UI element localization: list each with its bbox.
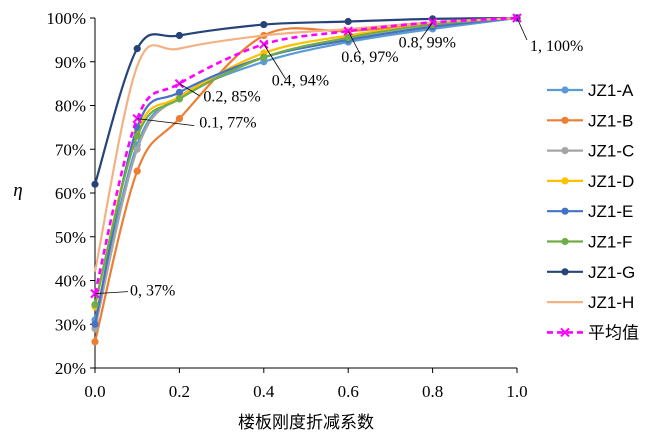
legend-item: JZ1-F xyxy=(547,233,632,252)
data-point xyxy=(260,20,268,29)
legend-marker xyxy=(561,207,569,215)
legend-marker xyxy=(561,147,569,155)
y-tick-label: 50% xyxy=(55,228,86,247)
data-point xyxy=(175,88,183,96)
x-tick-label: 0.0 xyxy=(84,382,105,401)
series-平均值 xyxy=(90,13,522,299)
x-tick-label: 0.4 xyxy=(253,382,275,401)
series-line xyxy=(93,16,518,272)
series-line xyxy=(93,16,518,294)
legend-marker xyxy=(561,86,569,94)
legend-label: JZ1-G xyxy=(588,263,635,282)
annotation-leader xyxy=(137,118,195,127)
x-tick-label: 1.0 xyxy=(506,382,527,401)
annotation-label: 0.6, 97% xyxy=(341,49,398,66)
series-JZ1-E xyxy=(91,14,521,328)
data-point xyxy=(260,53,268,61)
legend-item: JZ1-E xyxy=(547,202,633,221)
legend-item: JZ1-C xyxy=(547,142,634,161)
y-tick-label: 70% xyxy=(55,140,86,159)
legend-marker xyxy=(560,327,570,338)
legend-label: JZ1-B xyxy=(588,111,633,130)
annotation-leader xyxy=(420,22,433,40)
data-point xyxy=(133,167,141,175)
annotation-label: 0.4, 94% xyxy=(272,72,329,89)
data-point xyxy=(344,34,352,42)
legend-marker xyxy=(561,116,569,124)
series-line xyxy=(93,16,518,321)
legend-item: 平均值 xyxy=(547,323,639,343)
legend-label: 平均值 xyxy=(588,323,639,343)
legend-item: JZ1-B xyxy=(547,111,633,130)
legend-item: JZ1-A xyxy=(547,81,634,100)
y-tick-label: 100% xyxy=(46,9,86,28)
y-tick-label: 20% xyxy=(55,359,86,378)
x-tick-label: 0.8 xyxy=(422,382,443,401)
data-point xyxy=(91,180,99,188)
legend-label: JZ1-A xyxy=(588,81,634,100)
annotation-label: 0.8, 99% xyxy=(399,34,456,51)
axes: 20% 30% 40% 50% 60% 70% 80% 90% 100% 0.0 0.2 0.4 0.6… xyxy=(46,9,527,401)
y-tick-label: 90% xyxy=(55,53,86,72)
legend-marker xyxy=(561,268,569,276)
y-tick-label: 80% xyxy=(55,97,86,116)
legend-marker xyxy=(561,237,569,246)
x-tick-label: 0.6 xyxy=(338,382,359,401)
series-JZ1-A xyxy=(91,14,521,324)
annotation-leader xyxy=(347,30,361,55)
legend-marker xyxy=(561,177,569,185)
data-point xyxy=(175,95,183,103)
data-point xyxy=(175,115,183,123)
data-point xyxy=(133,145,141,153)
annotation-label: 1, 100% xyxy=(530,38,583,55)
legend-label: JZ1-F xyxy=(588,233,632,252)
y-axis-title: η xyxy=(13,180,22,201)
annotation-label: 0.2, 85% xyxy=(203,89,260,106)
legend-item: JZ1-H xyxy=(547,293,634,312)
annotation-label: 0, 37% xyxy=(130,283,175,300)
legend-item: JZ1-D xyxy=(547,172,634,191)
series-JZ1-H xyxy=(93,16,518,272)
data-point xyxy=(344,17,352,26)
series-JZ1-F xyxy=(91,14,521,309)
x-axis-title: 楼板刚度折减系数 xyxy=(238,413,374,433)
annotation-label: 0.1, 77% xyxy=(199,115,256,132)
data-point xyxy=(175,31,183,40)
y-tick-label: 60% xyxy=(55,184,86,203)
x-tick-label: 0.2 xyxy=(169,382,190,401)
annotation-leader xyxy=(516,17,528,41)
legend-label: JZ1-D xyxy=(588,172,634,191)
legend: JZ1-A JZ1-B JZ1-C JZ1-D JZ1-E JZ1-F JZ1-G JZ1-H… xyxy=(547,81,639,343)
legend-label: JZ1-C xyxy=(588,142,634,161)
data-point xyxy=(91,300,99,309)
series-line xyxy=(93,16,518,325)
series-line xyxy=(93,16,518,308)
data-point xyxy=(133,45,141,53)
data-point xyxy=(91,320,99,328)
annotation-layer: 0, 37% 0.1, 77% 0.2, 85% 0.4, 94% 0.6, 97%0.… xyxy=(94,17,583,300)
legend-item: JZ1-G xyxy=(547,263,635,282)
annotation-leader xyxy=(94,291,129,295)
y-tick-label: 40% xyxy=(55,272,86,291)
y-tick-label: 30% xyxy=(55,315,86,334)
annotation-leader xyxy=(179,83,200,96)
series-JZ1-G xyxy=(91,14,521,188)
series-JZ1-D xyxy=(91,14,521,311)
data-point xyxy=(91,338,99,346)
series-line xyxy=(93,16,518,305)
data-point xyxy=(133,132,141,140)
legend-label: JZ1-E xyxy=(588,202,633,221)
legend-label: JZ1-H xyxy=(588,293,634,312)
annotation-leader xyxy=(263,44,287,80)
